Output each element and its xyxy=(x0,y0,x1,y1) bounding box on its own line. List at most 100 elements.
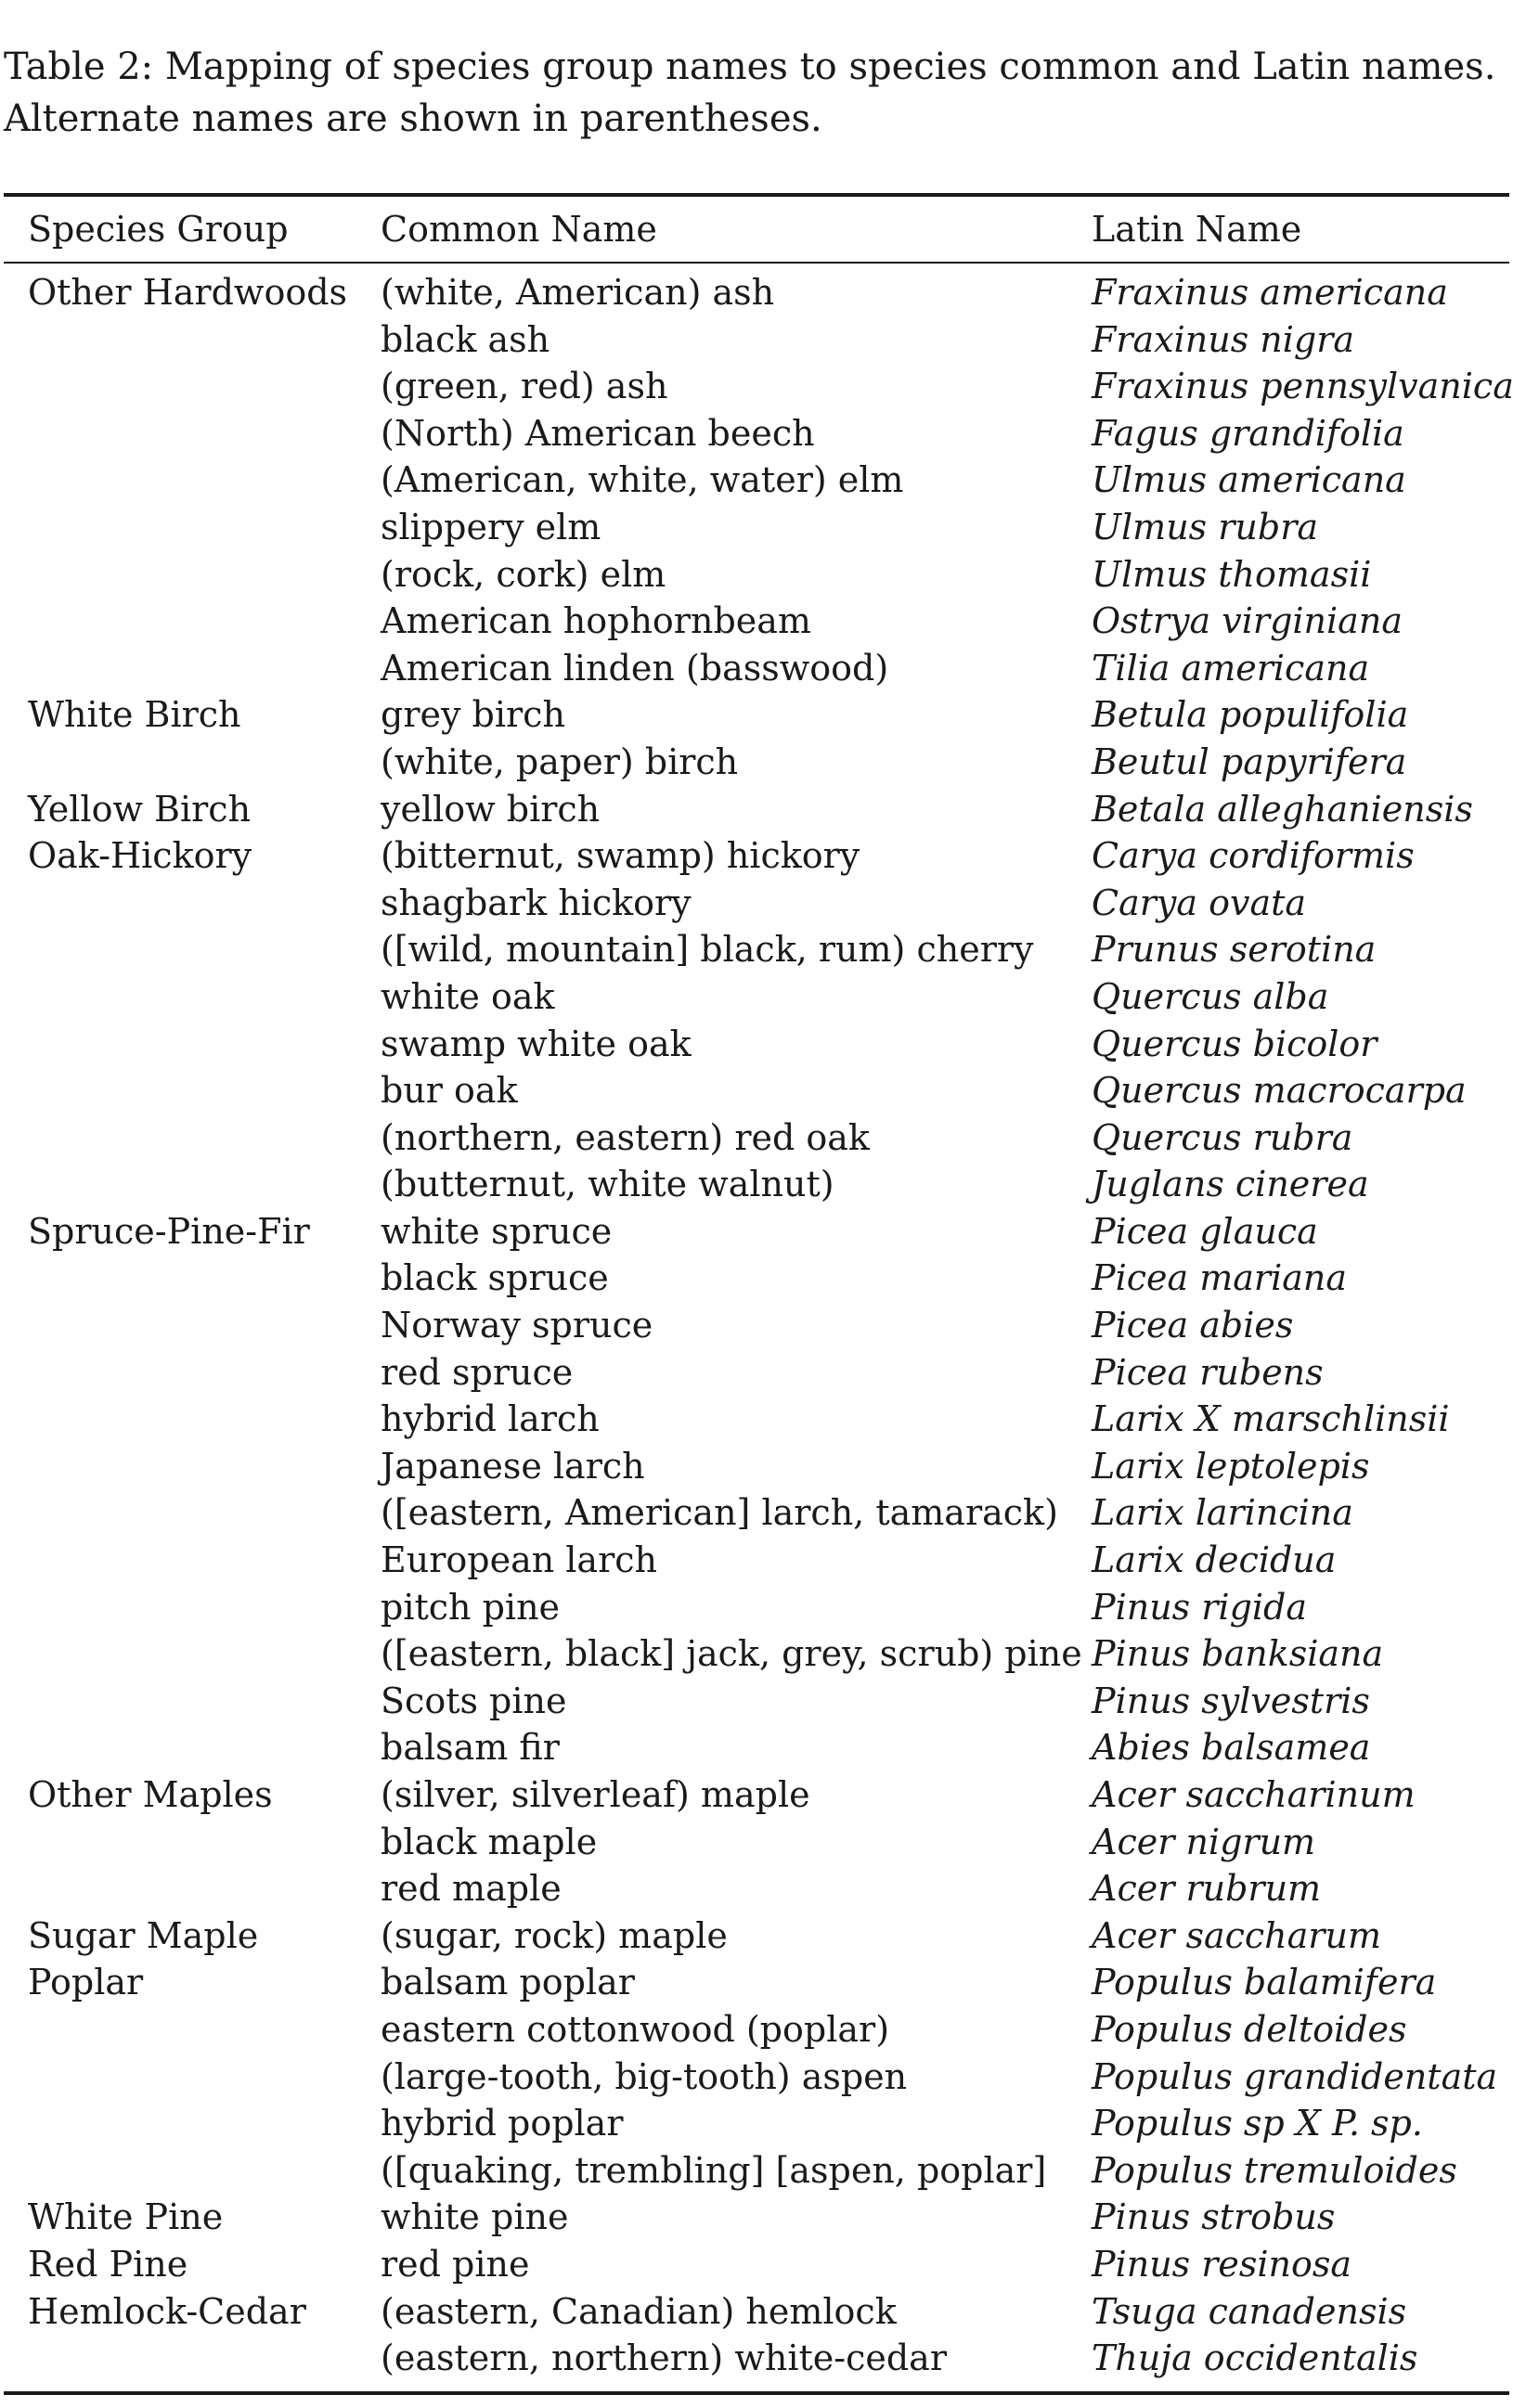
table-row: American hophornbeam Ostrya virginiana xyxy=(4,598,1509,645)
latin-name-cell: Larix leptolepis xyxy=(1092,1445,1370,1487)
latin-name-cell: Populus deltoides xyxy=(1092,2008,1407,2050)
latin-name-cell: Tsuga canadensis xyxy=(1092,2290,1407,2332)
common-name-cell: (American, white, water) elm xyxy=(381,459,904,501)
common-name-cell: black spruce xyxy=(381,1257,609,1299)
table-row: (American, white, water) elm Ulmus americ… xyxy=(4,457,1509,504)
table-row: white oak Quercus alba xyxy=(4,973,1509,1021)
table-row: balsam fir Abies balsamea xyxy=(4,1724,1509,1771)
latin-name-cell: Carya cordiformis xyxy=(1092,835,1415,877)
latin-name-cell: Pinus rigida xyxy=(1092,1586,1308,1628)
latin-name-cell: Carya ovata xyxy=(1092,882,1307,923)
common-name-cell: shagbark hickory xyxy=(381,882,692,923)
table-row: Sugar Maple (sugar, rock) maple Acer sacch… xyxy=(4,1912,1509,1960)
common-name-cell: (North) American beech xyxy=(381,412,815,454)
table-row: black ash Fraxinus nigra xyxy=(4,316,1509,364)
table-bottom-rule xyxy=(4,2390,1509,2395)
common-name-cell: American linden (basswood) xyxy=(381,647,889,689)
latin-name-cell: Picea rubens xyxy=(1092,1351,1324,1393)
table-row: Japanese larch Larix leptolepis xyxy=(4,1443,1509,1490)
table-row: Red Pine red pine Pinus resinosa xyxy=(4,2241,1509,2288)
latin-name-cell: Quercus macrocarpa xyxy=(1092,1070,1467,1112)
table-row: Other Hardwoods (white, American) ash Frax… xyxy=(4,269,1509,316)
header-common-name: Common Name xyxy=(381,209,657,250)
common-name-cell: (northern, eastern) red oak xyxy=(381,1116,870,1158)
latin-name-cell: Prunus serotina xyxy=(1092,929,1377,971)
table-row: Spruce-Pine-Fir white spruce Picea glauca xyxy=(4,1208,1509,1256)
table-row: White Birch grey birch Betula populifolia xyxy=(4,691,1509,739)
common-name-cell: swamp white oak xyxy=(381,1023,692,1064)
common-name-cell: (rock, cork) elm xyxy=(381,553,666,595)
common-name-cell: eastern cottonwood (poplar) xyxy=(381,2008,890,2050)
latin-name-cell: Abies balsamea xyxy=(1092,1727,1371,1769)
latin-name-cell: Populus grandidentata xyxy=(1092,2055,1498,2097)
caption-line-1: Table 2: Mapping of species group names … xyxy=(4,45,1496,88)
table-row: hybrid poplar Populus sp X P. sp. xyxy=(4,2100,1509,2147)
latin-name-cell: Thuja occidentalis xyxy=(1092,2337,1418,2379)
table-row: Oak-Hickory (bitternut, swamp) hickory Car… xyxy=(4,832,1509,880)
table-row: (white, paper) birch Beutul papyrifera xyxy=(4,739,1509,786)
species-group-cell: Other Hardwoods xyxy=(28,272,348,313)
common-name-cell: white pine xyxy=(381,2196,569,2238)
table-row: Yellow Birch yellow birch Betala alleghani… xyxy=(4,786,1509,833)
latin-name-cell: Fagus grandifolia xyxy=(1092,412,1404,454)
common-name-cell: European larch xyxy=(381,1539,658,1581)
latin-name-cell: Quercus alba xyxy=(1092,975,1329,1017)
caption-line-2: Alternate names are shown in parentheses… xyxy=(4,97,822,140)
common-name-cell: black maple xyxy=(381,1821,598,1862)
common-name-cell: slippery elm xyxy=(381,506,601,547)
table-header-rule xyxy=(4,262,1509,264)
species-table: Species Group Common Name Latin Name Oth… xyxy=(4,193,1513,2395)
species-group-cell: Other Maples xyxy=(28,1774,273,1815)
table-row: ([eastern, American] larch, tamarack) Lar… xyxy=(4,1489,1509,1537)
common-name-cell: balsam poplar xyxy=(381,1962,635,2003)
latin-name-cell: Fraxinus nigra xyxy=(1092,318,1355,360)
table-row: slippery elm Ulmus rubra xyxy=(4,504,1509,551)
latin-name-cell: Populus balamifera xyxy=(1092,1962,1437,2003)
common-name-cell: pitch pine xyxy=(381,1586,561,1628)
latin-name-cell: Larix larincina xyxy=(1092,1492,1353,1534)
table-row: (North) American beech Fagus grandifolia xyxy=(4,410,1509,457)
table-row: Scots pine Pinus sylvestris xyxy=(4,1678,1509,1725)
species-group-cell: Sugar Maple xyxy=(28,1914,259,1956)
common-name-cell: Japanese larch xyxy=(381,1445,645,1487)
common-name-cell: (eastern, northern) white-cedar xyxy=(381,2337,947,2379)
table-row: pitch pine Pinus rigida xyxy=(4,1584,1509,1631)
common-name-cell: ([quaking, trembling] [aspen, poplar] xyxy=(381,2149,1047,2191)
latin-name-cell: Pinus strobus xyxy=(1092,2196,1336,2238)
latin-name-cell: Fraxinus americana xyxy=(1092,272,1448,313)
latin-name-cell: Populus sp X P. sp. xyxy=(1092,2103,1423,2144)
table-row: bur oak Quercus macrocarpa xyxy=(4,1067,1509,1114)
common-name-cell: yellow birch xyxy=(381,788,601,830)
latin-name-cell: Picea glauca xyxy=(1092,1210,1318,1252)
header-species-group: Species Group xyxy=(28,209,289,250)
common-name-cell: white oak xyxy=(381,975,555,1017)
common-name-cell: (white, American) ash xyxy=(381,272,775,313)
species-group-cell: Poplar xyxy=(28,1962,144,2003)
table-row: American linden (basswood) Tilia american… xyxy=(4,645,1509,692)
common-name-cell: (sugar, rock) maple xyxy=(381,1914,728,1956)
table-row: (green, red) ash Fraxinus pennsylvanica xyxy=(4,363,1513,410)
latin-name-cell: Larix decidua xyxy=(1092,1539,1337,1581)
latin-name-cell: Tilia americana xyxy=(1092,647,1370,689)
latin-name-cell: Ulmus americana xyxy=(1092,459,1406,501)
species-group-cell: Oak-Hickory xyxy=(28,835,252,877)
common-name-cell: ([eastern, black] jack, grey, scrub) pin… xyxy=(381,1633,1082,1675)
latin-name-cell: Ulmus rubra xyxy=(1092,506,1319,547)
table-row: red maple Acer rubrum xyxy=(4,1865,1509,1912)
common-name-cell: black ash xyxy=(381,318,550,360)
common-name-cell: hybrid larch xyxy=(381,1398,600,1440)
table-row: ([quaking, trembling] [aspen, poplar] Pop… xyxy=(4,2147,1509,2195)
table-row: black maple Acer nigrum xyxy=(4,1819,1509,1866)
common-name-cell: hybrid poplar xyxy=(381,2103,624,2144)
common-name-cell: (white, paper) birch xyxy=(381,740,739,782)
latin-name-cell: Quercus rubra xyxy=(1092,1116,1353,1158)
table-body: Other Hardwoods (white, American) ash Frax… xyxy=(4,264,1513,2382)
table-row: (rock, cork) elm Ulmus thomasii xyxy=(4,551,1509,599)
latin-name-cell: Juglans cinerea xyxy=(1092,1164,1369,1205)
latin-name-cell: Beutul papyrifera xyxy=(1092,740,1407,782)
table-row: (northern, eastern) red oak Quercus rubra xyxy=(4,1114,1509,1162)
table-row: shagbark hickory Carya ovata xyxy=(4,880,1509,927)
latin-name-cell: Picea mariana xyxy=(1092,1257,1348,1299)
latin-name-cell: Pinus banksiana xyxy=(1092,1633,1384,1675)
common-name-cell: American hophornbeam xyxy=(381,600,811,642)
